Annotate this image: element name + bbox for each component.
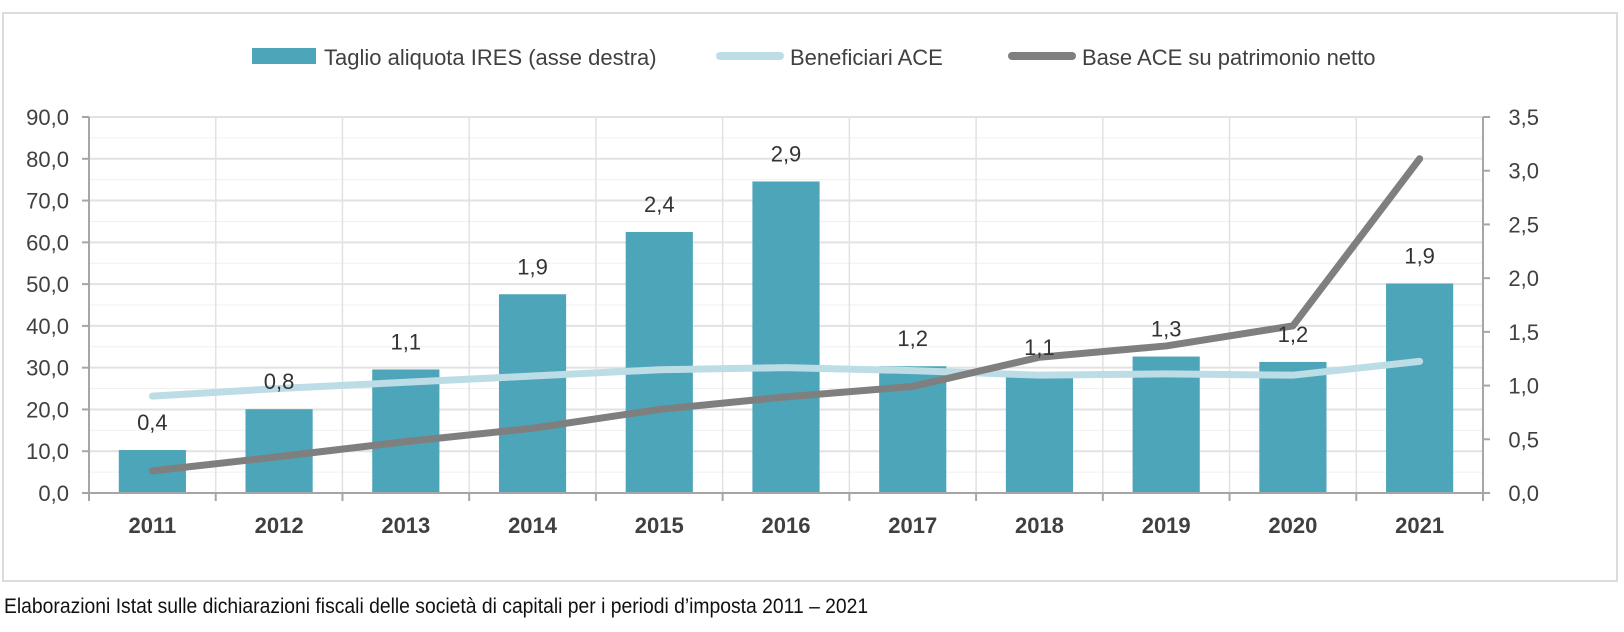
right-tick-label: 1,0 [1508, 374, 1539, 399]
right-tick-label: 3,5 [1508, 105, 1539, 130]
bar-data-label: 1,3 [1151, 317, 1182, 342]
bar-data-label: 2,9 [771, 141, 802, 166]
legend-label-bar: Taglio aliquota IRES (asse destra) [324, 45, 657, 70]
right-tick-label: 1,5 [1508, 320, 1539, 345]
line-base-ace [148, 155, 1424, 475]
combo-chart: 0,0 10,0 20,0 30,0 40,0 50,0 60,0 70,0 80,0 90,0 0… [26, 45, 1539, 538]
right-tick-label: 2,5 [1508, 212, 1539, 237]
x-tick-label: 2015 [635, 513, 684, 538]
bar-series [118, 181, 1454, 493]
x-tick-label: 2017 [888, 513, 937, 538]
left-tick-label: 70,0 [26, 189, 69, 214]
left-tick-label: 50,0 [26, 272, 69, 297]
x-tick-label: 2012 [255, 513, 304, 538]
legend-label-beneficiari: Beneficiari ACE [790, 45, 943, 70]
left-tick-label: 40,0 [26, 314, 69, 339]
x-tick-label: 2014 [508, 513, 558, 538]
source-caption: Elaborazioni Istat sulle dichiarazioni f… [4, 595, 869, 618]
x-tick-label: 2016 [762, 513, 811, 538]
left-tick-label: 60,0 [26, 230, 69, 255]
left-tick-label: 30,0 [26, 356, 69, 381]
legend-label-base: Base ACE su patrimonio netto [1082, 45, 1376, 70]
line-series [148, 155, 1424, 475]
left-tick-label: 0,0 [38, 481, 69, 506]
right-tick-label: 0,0 [1508, 481, 1539, 506]
x-tick-label: 2019 [1142, 513, 1191, 538]
bar-data-label: 2,4 [644, 192, 675, 217]
left-tick-label: 20,0 [26, 397, 69, 422]
left-tick-label: 10,0 [26, 439, 69, 464]
bar-data-label: 1,2 [1278, 322, 1309, 347]
bar-data-label: 1,9 [517, 254, 548, 279]
bar-data-label: 1,1 [391, 329, 422, 354]
bar-2019 [1132, 356, 1200, 493]
bar-data-label: 1,1 [1024, 335, 1055, 360]
axes: 0,0 10,0 20,0 30,0 40,0 50,0 60,0 70,0 80,0 90,0 0… [26, 105, 1539, 538]
right-tick-label: 0,5 [1508, 427, 1539, 452]
line-beneficiari-ace [148, 357, 1424, 400]
x-tick-label: 2020 [1268, 513, 1317, 538]
bar-data-label: 1,2 [897, 326, 928, 351]
right-tick-label: 2,0 [1508, 266, 1539, 291]
left-tick-label: 80,0 [26, 147, 69, 172]
x-tick-label: 2018 [1015, 513, 1064, 538]
bar-2016 [752, 181, 820, 493]
x-tick-label: 2011 [128, 513, 176, 538]
data-labels: 0,4 0,8 1,1 1,9 2,4 2,9 1,2 1,1 1,3 1,2 1,9 [137, 141, 1435, 435]
bar-2020 [1259, 361, 1327, 493]
bar-2021 [1386, 283, 1454, 493]
legend: Taglio aliquota IRES (asse destra) Benef… [252, 45, 1376, 70]
bar-2013 [372, 369, 440, 493]
x-tick-label: 2021 [1395, 513, 1444, 538]
bar-data-label: 1,9 [1404, 244, 1435, 269]
bar-data-label: 0,8 [264, 369, 295, 394]
left-tick-label: 90,0 [26, 105, 69, 130]
bar-2014 [498, 294, 567, 493]
bar-2015 [625, 231, 693, 493]
right-tick-label: 3,0 [1508, 159, 1539, 184]
legend-swatch-bar [252, 48, 316, 64]
x-tick-label: 2013 [381, 513, 430, 538]
bar-2018 [1005, 374, 1074, 493]
bar-data-label: 0,4 [137, 410, 168, 435]
